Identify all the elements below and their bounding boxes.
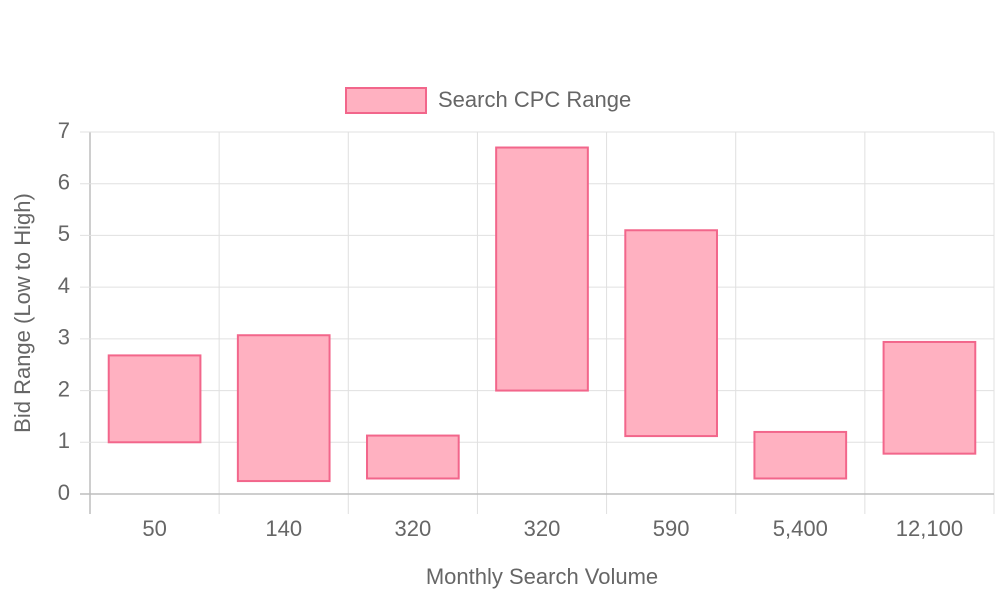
y-tick-label: 7 (58, 118, 70, 143)
y-tick-label: 1 (58, 428, 70, 453)
x-axis-label: Monthly Search Volume (426, 564, 658, 589)
x-tick-label: 590 (653, 516, 690, 541)
y-tick-label: 2 (58, 376, 70, 401)
y-axis-label: Bid Range (Low to High) (10, 193, 35, 433)
y-tick-label: 3 (58, 325, 70, 350)
legend-label: Search CPC Range (438, 87, 631, 112)
y-tick-label: 4 (58, 273, 70, 298)
bar (753, 430, 848, 480)
bar (236, 334, 331, 483)
x-tick-label: 50 (142, 516, 166, 541)
x-tick-label: 140 (265, 516, 302, 541)
x-tick-label: 12,100 (896, 516, 963, 541)
y-tick-label: 6 (58, 170, 70, 195)
legend-swatch (345, 87, 427, 114)
bar (366, 434, 460, 480)
bar (495, 146, 589, 392)
bar (107, 354, 202, 444)
x-tick-label: 320 (394, 516, 431, 541)
x-tick-label: 5,400 (773, 516, 828, 541)
y-tick-label: 0 (58, 480, 70, 505)
y-tick-label: 5 (58, 221, 70, 246)
x-tick-label: 320 (524, 516, 561, 541)
bar (882, 340, 977, 455)
bar (624, 229, 718, 438)
